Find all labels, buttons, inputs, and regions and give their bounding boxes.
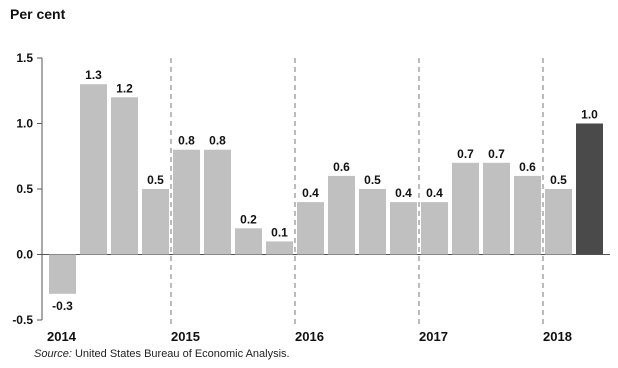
bar-value-label: 1.3 (85, 68, 102, 82)
x-year-label: 2016 (295, 329, 324, 344)
y-tick-label: 1.0 (16, 117, 33, 131)
bar-value-label: 1.2 (116, 81, 133, 95)
bar (390, 202, 417, 255)
bar-value-label: 0.5 (550, 173, 567, 187)
bar-value-label: 0.5 (147, 173, 164, 187)
bar-value-label: 0.2 (240, 212, 257, 226)
chart-axes: -0.5 0.0 0.5 1.0 1.5 2014 2015 2016 2017 2018 (12, 51, 610, 344)
bar-value-label: 0.7 (457, 147, 474, 161)
bar (111, 97, 138, 255)
bar-value-label: 0.4 (302, 186, 319, 200)
y-tick-label: 1.5 (16, 51, 33, 65)
y-tick-label: 0.0 (16, 248, 33, 262)
chart-value-labels: -0.3 1.3 1.2 0.5 0.8 0.8 0.2 0.1 0.4 0.6 0.5 0.4 0.4… (52, 68, 598, 313)
bar (514, 175, 541, 255)
bar (359, 189, 386, 255)
source-text: United States Bureau of Economic Analysi… (71, 348, 290, 360)
bar (173, 149, 200, 255)
bar (576, 123, 603, 255)
x-year-label: 2017 (419, 329, 448, 344)
bar (545, 189, 572, 255)
bar-value-label: 0.1 (271, 225, 288, 239)
bar-value-label: 0.5 (364, 173, 381, 187)
bar-value-label: 0.8 (178, 134, 195, 148)
bar (142, 189, 169, 255)
bar-value-label: 0.6 (333, 160, 350, 174)
bar-value-label: 0.7 (488, 147, 505, 161)
bar-value-label: 1.0 (581, 108, 598, 122)
source-prefix: Source: (34, 348, 72, 360)
x-year-label: 2015 (171, 329, 200, 344)
bar (266, 241, 293, 255)
bar (204, 149, 231, 255)
bar (235, 228, 262, 255)
bar (421, 202, 448, 255)
bar (80, 84, 107, 255)
y-axis-title: Per cent (10, 6, 66, 22)
bar (452, 162, 479, 255)
bar (328, 175, 355, 255)
bar-value-label: 0.4 (395, 186, 412, 200)
bar (297, 202, 324, 255)
y-tick-label: 0.5 (16, 182, 33, 196)
x-year-label: 2014 (47, 329, 77, 344)
bar (483, 162, 510, 255)
bar-value-label: 0.6 (519, 160, 536, 174)
bar-value-label: 0.8 (209, 134, 226, 148)
bar (49, 254, 76, 294)
y-tick-label: -0.5 (12, 313, 33, 327)
chart-bars (49, 84, 603, 294)
source-note: Source: United States Bureau of Economic… (34, 348, 290, 360)
bar-value-label: -0.3 (52, 299, 73, 313)
x-year-label: 2018 (543, 329, 572, 344)
bar-value-label: 0.4 (426, 186, 443, 200)
